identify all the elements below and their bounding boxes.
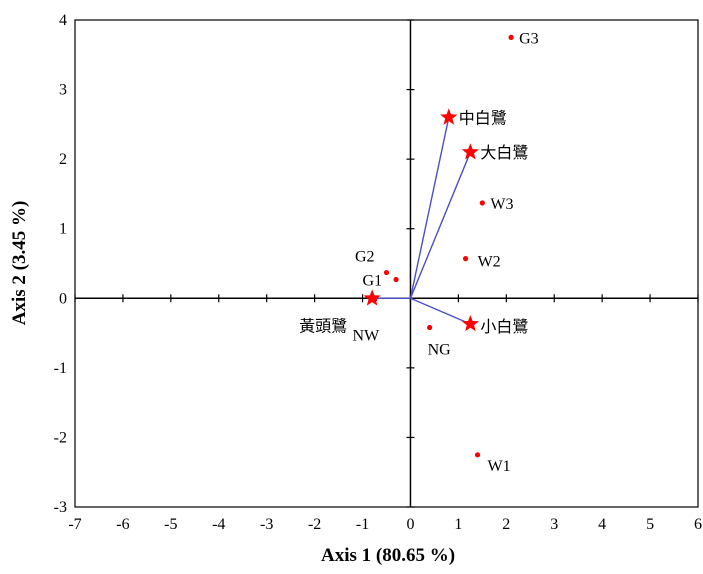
x-tick-label: -1 bbox=[356, 516, 369, 533]
y-tick-label: 2 bbox=[59, 151, 67, 168]
species-star-marker bbox=[363, 289, 381, 306]
y-tick-label: 1 bbox=[59, 221, 67, 238]
x-tick-label: -3 bbox=[260, 516, 273, 533]
species-vector bbox=[410, 297, 471, 325]
x-tick-label: 1 bbox=[454, 516, 462, 533]
species-vector bbox=[409, 117, 450, 299]
sample-point-label: G1 bbox=[363, 273, 383, 290]
species-label: 中白鷺 bbox=[459, 109, 507, 127]
species-star-marker bbox=[461, 143, 479, 160]
sample-point bbox=[393, 276, 399, 283]
sample-point-label: G2 bbox=[355, 249, 375, 266]
x-tick-label: -7 bbox=[68, 516, 81, 533]
species-label: 小白鷺 bbox=[480, 318, 528, 336]
x-tick-label: 4 bbox=[598, 516, 606, 533]
sample-point-label: NW bbox=[353, 328, 381, 345]
x-tick-label: 3 bbox=[550, 516, 558, 533]
y-tick-label: 4 bbox=[59, 12, 67, 29]
sample-point bbox=[462, 256, 469, 262]
species-star-marker bbox=[461, 315, 479, 332]
species-star-marker bbox=[440, 108, 458, 125]
y-tick-label: -3 bbox=[54, 499, 67, 516]
species-vector bbox=[409, 151, 472, 299]
sample-point bbox=[371, 297, 378, 303]
sample-point-label: G3 bbox=[519, 30, 539, 47]
y-axis-title: Axis 2 (3.45 %) bbox=[9, 201, 30, 326]
sample-point-label: NG bbox=[428, 342, 452, 359]
sample-point bbox=[474, 452, 481, 458]
x-tick-label: 0 bbox=[406, 516, 414, 533]
x-tick-label: 6 bbox=[694, 516, 702, 533]
x-tick-label: 2 bbox=[502, 516, 510, 533]
x-tick-label: 5 bbox=[646, 516, 654, 533]
sample-point bbox=[508, 34, 514, 40]
x-tick-label: -6 bbox=[116, 516, 129, 533]
x-axis-title: Axis 1 (80.65 %) bbox=[321, 545, 455, 566]
sample-point-label: W3 bbox=[490, 196, 513, 213]
sample-point-label: W1 bbox=[488, 458, 511, 475]
species-label: 黃頭鷺 bbox=[299, 317, 347, 335]
sample-point bbox=[479, 200, 485, 206]
species-label: 大白鷺 bbox=[480, 144, 528, 162]
y-tick-label: 3 bbox=[59, 82, 67, 99]
sample-point-label: W2 bbox=[478, 254, 501, 271]
x-tick-label: -5 bbox=[164, 516, 177, 533]
plot-frame bbox=[74, 19, 699, 508]
y-tick-label: -1 bbox=[54, 360, 67, 377]
x-tick-label: -2 bbox=[308, 516, 321, 533]
sample-point bbox=[427, 324, 433, 331]
y-tick-label: 0 bbox=[59, 290, 67, 307]
y-tick-label: -2 bbox=[54, 429, 67, 446]
x-tick-label: -4 bbox=[212, 516, 225, 533]
sample-point bbox=[383, 269, 390, 276]
